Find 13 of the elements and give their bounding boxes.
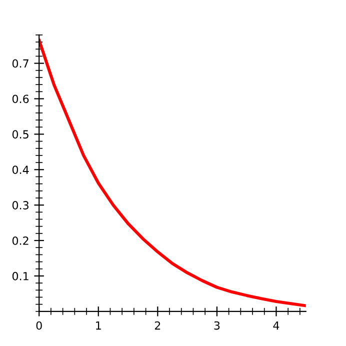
y-tick-label: 0.1 [12, 272, 28, 280]
x-tick-label: 3 [214, 321, 220, 330]
y-tick-label: 0.4 [12, 166, 29, 174]
y-tick-label: 0.3 [12, 201, 28, 210]
y-tick-label: 0.6 [12, 94, 29, 104]
x-tick-label: 2 [154, 321, 160, 330]
y-tick-label: 0.7 [12, 59, 28, 68]
y-tick-label: 0.2 [12, 236, 28, 245]
line-series [39, 38, 306, 308]
y-tick-label: 0.5 [12, 130, 28, 139]
x-tick-label: 4 [273, 321, 280, 330]
x-tick-label: 0 [36, 321, 42, 330]
x-tick-label: 1 [96, 321, 101, 330]
